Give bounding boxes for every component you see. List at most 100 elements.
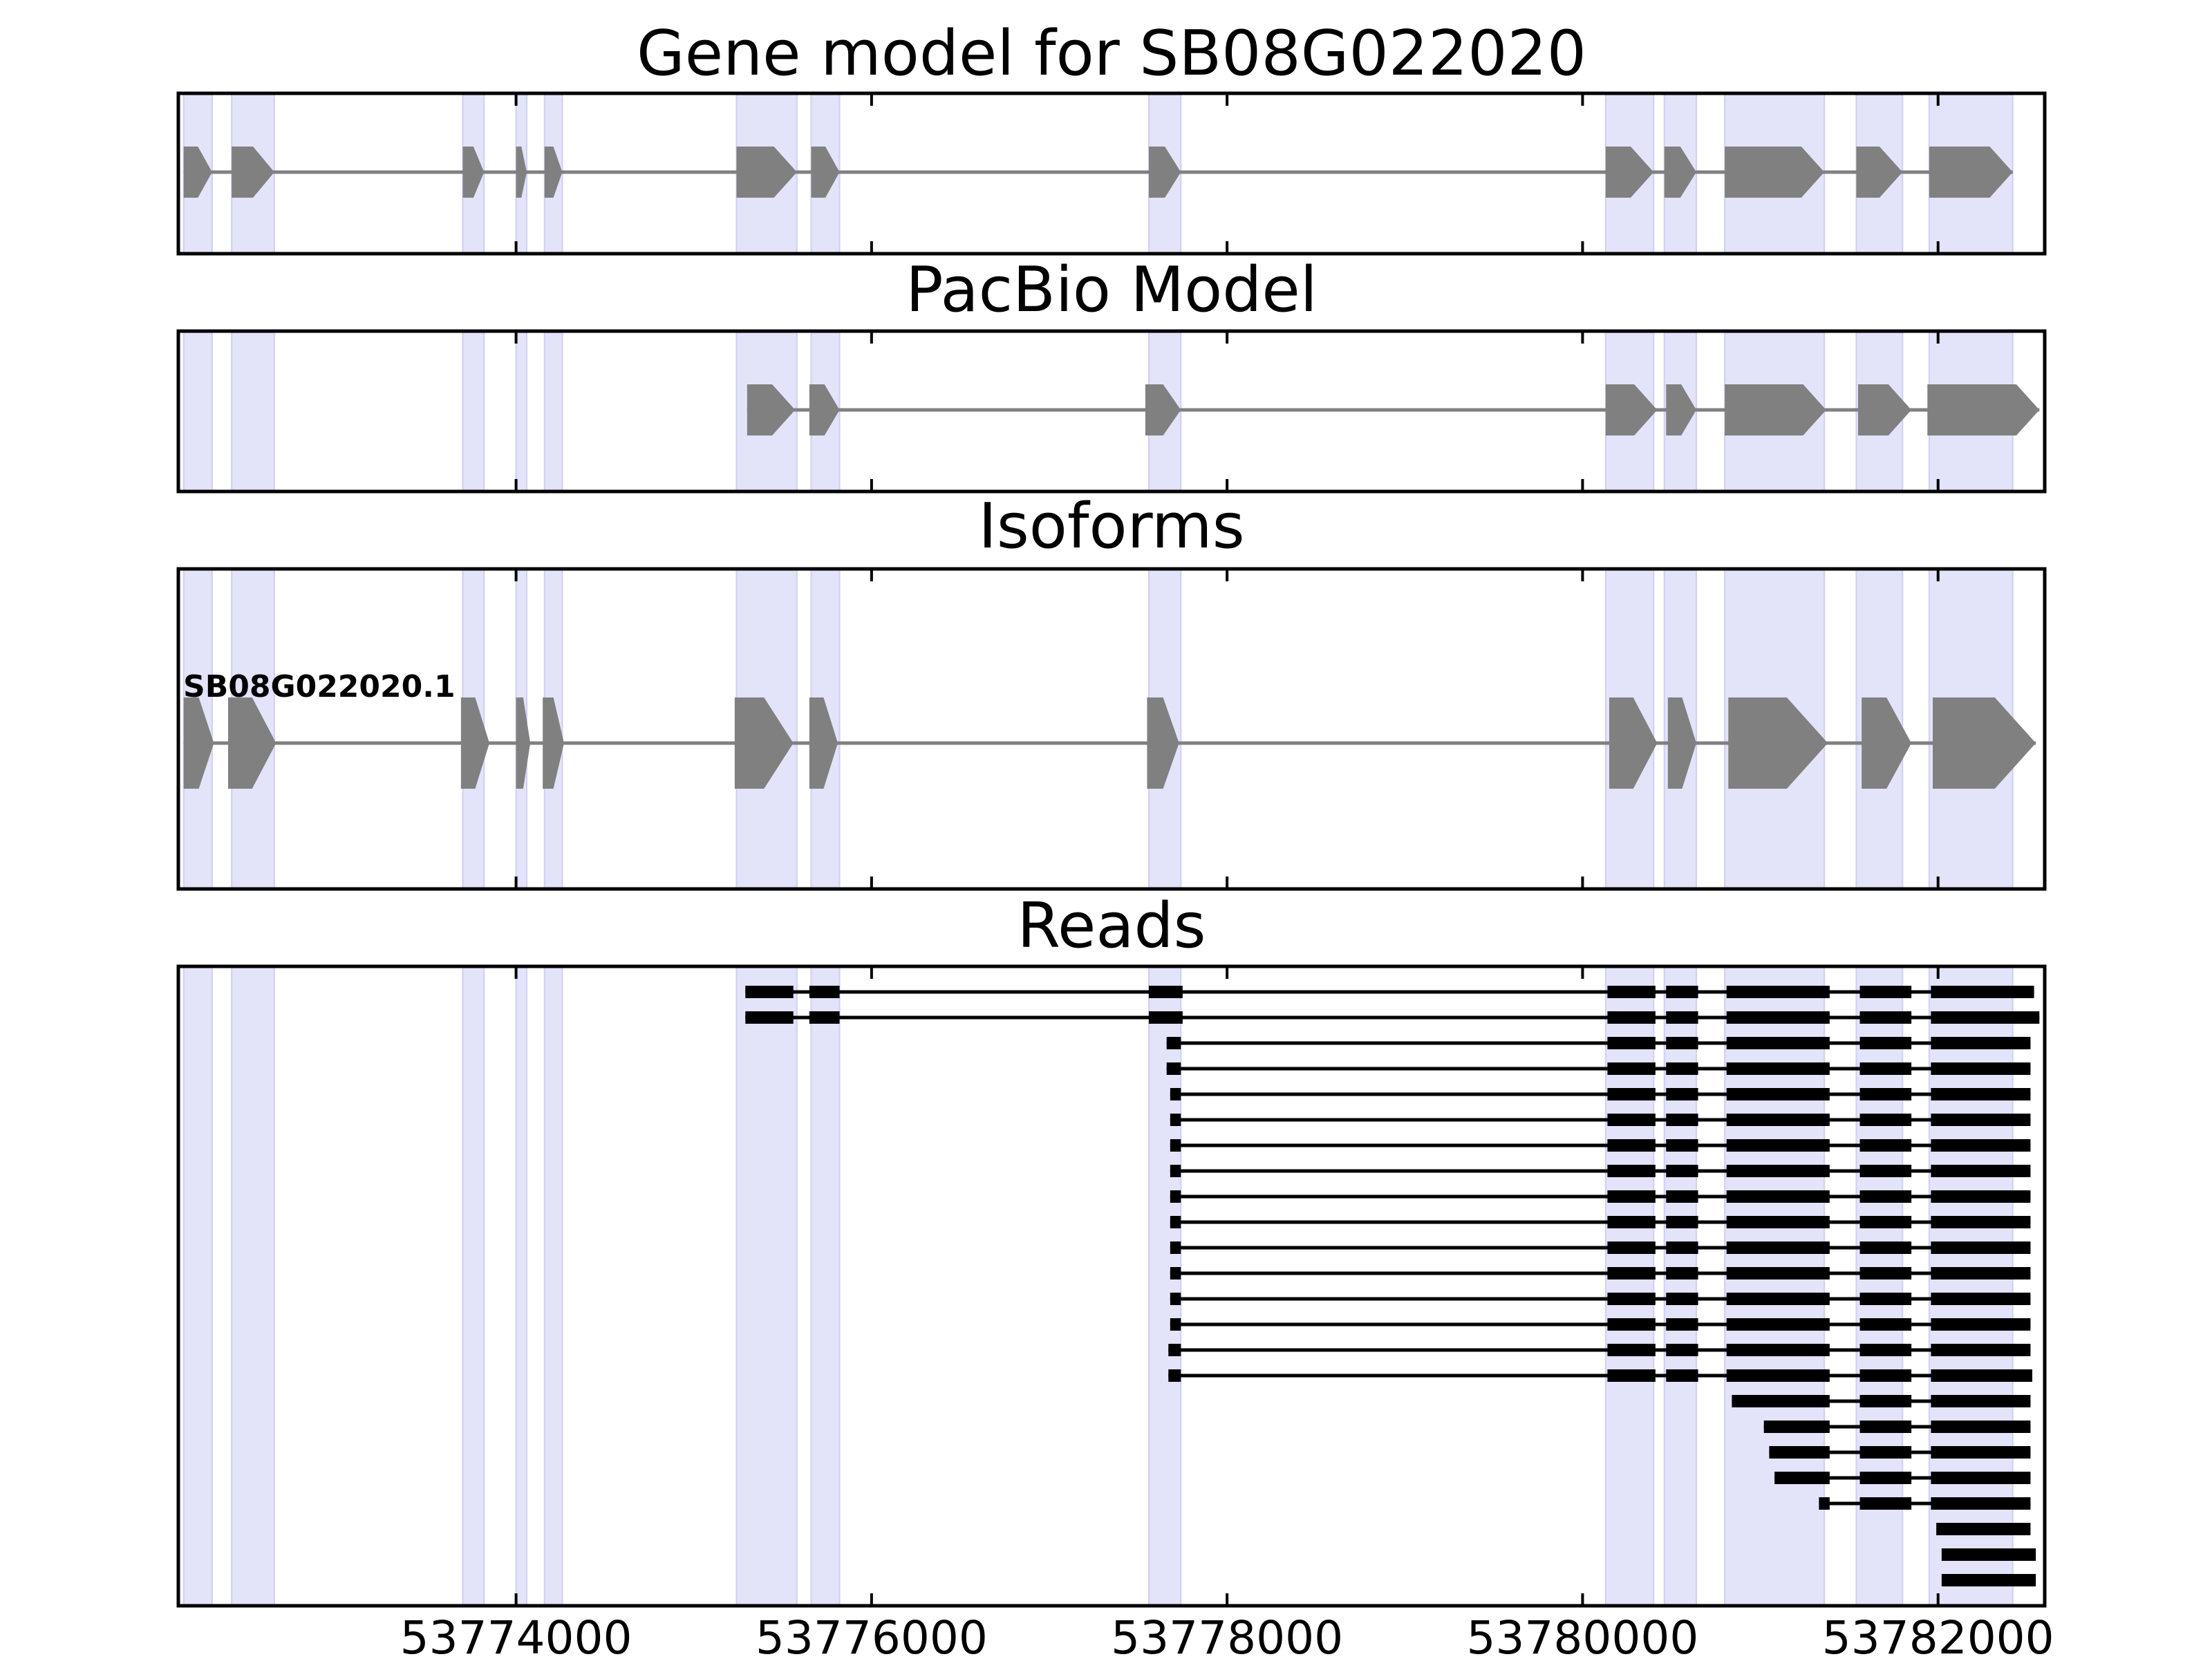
read-8-block-5	[1859, 1165, 1912, 1177]
read-2-block-6	[1726, 1011, 1830, 1024]
read-16-block-2	[1607, 1369, 1656, 1382]
read-18-block-1	[1763, 1421, 1830, 1433]
read-9-block-5	[1859, 1190, 1912, 1203]
read-16-block-1	[1168, 1369, 1181, 1382]
read-14-block-4	[1726, 1318, 1830, 1331]
read-6-block-5	[1859, 1114, 1912, 1126]
exon-shade-2	[231, 966, 275, 1606]
read-14-block-1	[1170, 1318, 1181, 1331]
isoform-1-exon-10	[1667, 697, 1696, 789]
read-12-block-4	[1726, 1267, 1830, 1280]
read-9	[1170, 1190, 2031, 1203]
isoform-1-exon-13	[1933, 697, 2036, 789]
read-7-block-6	[1931, 1139, 2031, 1152]
gene-model-exons	[183, 147, 2013, 198]
read-21-block-2	[1859, 1497, 1912, 1510]
x-tick-label-5: 53782000	[1822, 1611, 2054, 1659]
read-9-block-4	[1726, 1190, 1830, 1203]
read-9-block-1	[1170, 1190, 1181, 1203]
read-3-block-3	[1666, 1037, 1698, 1049]
read-22	[1936, 1523, 2031, 1535]
read-14	[1170, 1318, 2031, 1331]
gene-model-exon-13	[1929, 147, 2013, 198]
read-13-block-4	[1726, 1293, 1830, 1305]
read-15-block-1	[1168, 1344, 1181, 1356]
read-12-block-3	[1666, 1267, 1698, 1280]
read-9-block-2	[1607, 1190, 1656, 1203]
read-3-block-5	[1859, 1037, 1912, 1049]
read-4-block-3	[1666, 1062, 1698, 1075]
read-10-block-3	[1666, 1216, 1698, 1228]
read-11-block-4	[1726, 1241, 1830, 1254]
isoform-1-exon-8	[1147, 697, 1179, 789]
read-7-block-3	[1666, 1139, 1698, 1152]
isoform-1-exon-4	[516, 697, 531, 789]
read-20-block-1	[1774, 1472, 1830, 1484]
read-17-block-3	[1931, 1395, 2031, 1407]
isoform-1-exon-6	[734, 697, 794, 789]
read-7	[1170, 1139, 2031, 1152]
read-alignments	[745, 986, 2040, 1586]
isoform-1-exon-3	[460, 697, 489, 789]
panel-frame	[176, 964, 2047, 1608]
read-9-block-6	[1931, 1190, 2031, 1203]
pacbio-model-exons	[747, 384, 2040, 435]
x-tick-labels: 53774000 53776000 53778000 53780000 53782000	[400, 1611, 2054, 1659]
read-21-block-1	[1819, 1497, 1830, 1510]
panel-title-gene-model: Gene model for SB08G022020	[637, 17, 1586, 90]
read-14-block-5	[1859, 1318, 1912, 1331]
read-21	[1819, 1497, 2031, 1510]
read-4-block-2	[1607, 1062, 1656, 1075]
pacbio-exon-6	[1725, 384, 1826, 435]
read-15-block-2	[1607, 1344, 1656, 1356]
read-15-block-5	[1859, 1344, 1912, 1356]
read-5-block-6	[1931, 1088, 2031, 1100]
read-6-block-2	[1607, 1114, 1656, 1126]
pacbio-model-panel: PacBio Model	[176, 254, 2047, 494]
x-tick-label-4: 53780000	[1466, 1611, 1698, 1659]
pacbio-exon-5	[1666, 384, 1696, 435]
read-6-block-6	[1931, 1114, 2031, 1126]
exon-shade-1	[182, 330, 213, 492]
panel-frame	[176, 91, 2047, 256]
read-1-block-7	[1859, 986, 1912, 998]
isoform-1-exon-1	[183, 697, 214, 789]
read-6-block-1	[1170, 1114, 1181, 1126]
read-12-block-2	[1607, 1267, 1656, 1280]
read-11-block-5	[1859, 1241, 1912, 1254]
read-4	[1166, 1062, 2031, 1075]
x-ticks	[514, 93, 1940, 254]
read-22-block-1	[1936, 1523, 2031, 1535]
panel-title-pacbio-model: PacBio Model	[906, 254, 1318, 326]
read-5	[1170, 1088, 2031, 1100]
read-2-block-1	[745, 1011, 794, 1024]
read-10-block-2	[1607, 1216, 1656, 1228]
read-16-block-3	[1666, 1369, 1698, 1382]
read-19-block-1	[1769, 1446, 1830, 1459]
exon-shade-4	[515, 966, 527, 1606]
read-13-block-2	[1607, 1293, 1656, 1305]
read-20-block-2	[1859, 1472, 1912, 1484]
read-14-block-3	[1666, 1318, 1698, 1331]
read-16-block-4	[1726, 1369, 1830, 1382]
read-15-block-6	[1931, 1344, 2031, 1356]
read-7-block-4	[1726, 1139, 1830, 1152]
read-12-block-5	[1859, 1267, 1912, 1280]
exon-shade-8	[1148, 966, 1182, 1606]
read-13-block-5	[1859, 1293, 1912, 1305]
read-14-block-6	[1931, 1318, 2031, 1331]
x-ticks	[514, 331, 1940, 491]
read-17	[1732, 1395, 2031, 1407]
exon-shade-3	[462, 966, 485, 1606]
read-7-block-5	[1859, 1139, 1912, 1152]
read-6-block-3	[1666, 1114, 1698, 1126]
read-19-block-3	[1931, 1446, 2031, 1459]
read-13-block-3	[1666, 1293, 1698, 1305]
read-12-block-6	[1931, 1267, 2031, 1280]
x-tick-label-3: 53778000	[1111, 1611, 1343, 1659]
read-2-block-4	[1607, 1011, 1656, 1024]
read-18-block-2	[1859, 1421, 1912, 1433]
read-16	[1168, 1369, 2032, 1382]
read-4-block-6	[1931, 1062, 2031, 1075]
